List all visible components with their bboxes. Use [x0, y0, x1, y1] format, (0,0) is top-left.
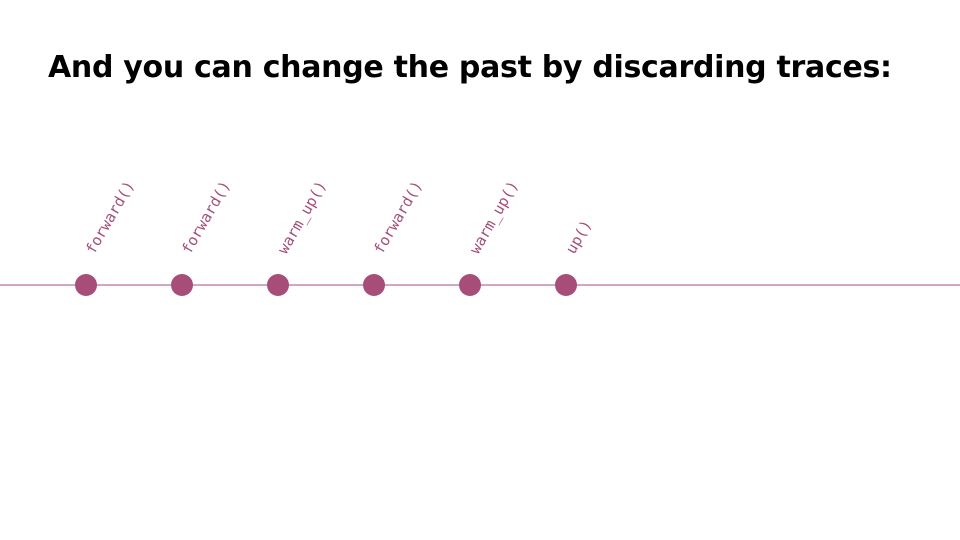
trace-event-dot	[75, 274, 97, 296]
trace-event-label: forward()	[370, 178, 426, 257]
trace-event-dot	[459, 274, 481, 296]
trace-event-label: up()	[562, 217, 596, 257]
trace-event-label: forward()	[82, 178, 138, 257]
trace-event-dot	[171, 274, 193, 296]
trace-event-label: warm_up()	[466, 178, 522, 257]
trace-event-label: warm_up()	[274, 178, 330, 257]
trace-event-dot	[555, 274, 577, 296]
timeline-events: forward() forward() warm_up() forward() warm…	[75, 178, 596, 296]
trace-event-dot	[363, 274, 385, 296]
trace-event-dot	[267, 274, 289, 296]
trace-event-label: forward()	[178, 178, 234, 257]
slide-title: And you can change the past by discardin…	[48, 50, 892, 85]
